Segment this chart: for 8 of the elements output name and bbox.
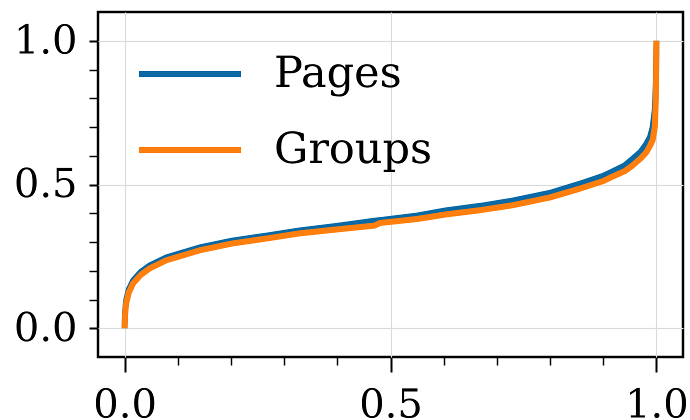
x-tick-label: 0.0 (93, 382, 157, 420)
y-tick-label: 0.0 (14, 304, 78, 351)
y-tick-label: 1.0 (14, 17, 78, 64)
legend-label: Pages (274, 48, 402, 98)
y-tick-label: 0.5 (14, 161, 78, 207)
x-tick-label: 1.0 (625, 382, 689, 420)
x-tick-label: 0.5 (359, 382, 423, 420)
legend-label: Groups (274, 124, 432, 174)
